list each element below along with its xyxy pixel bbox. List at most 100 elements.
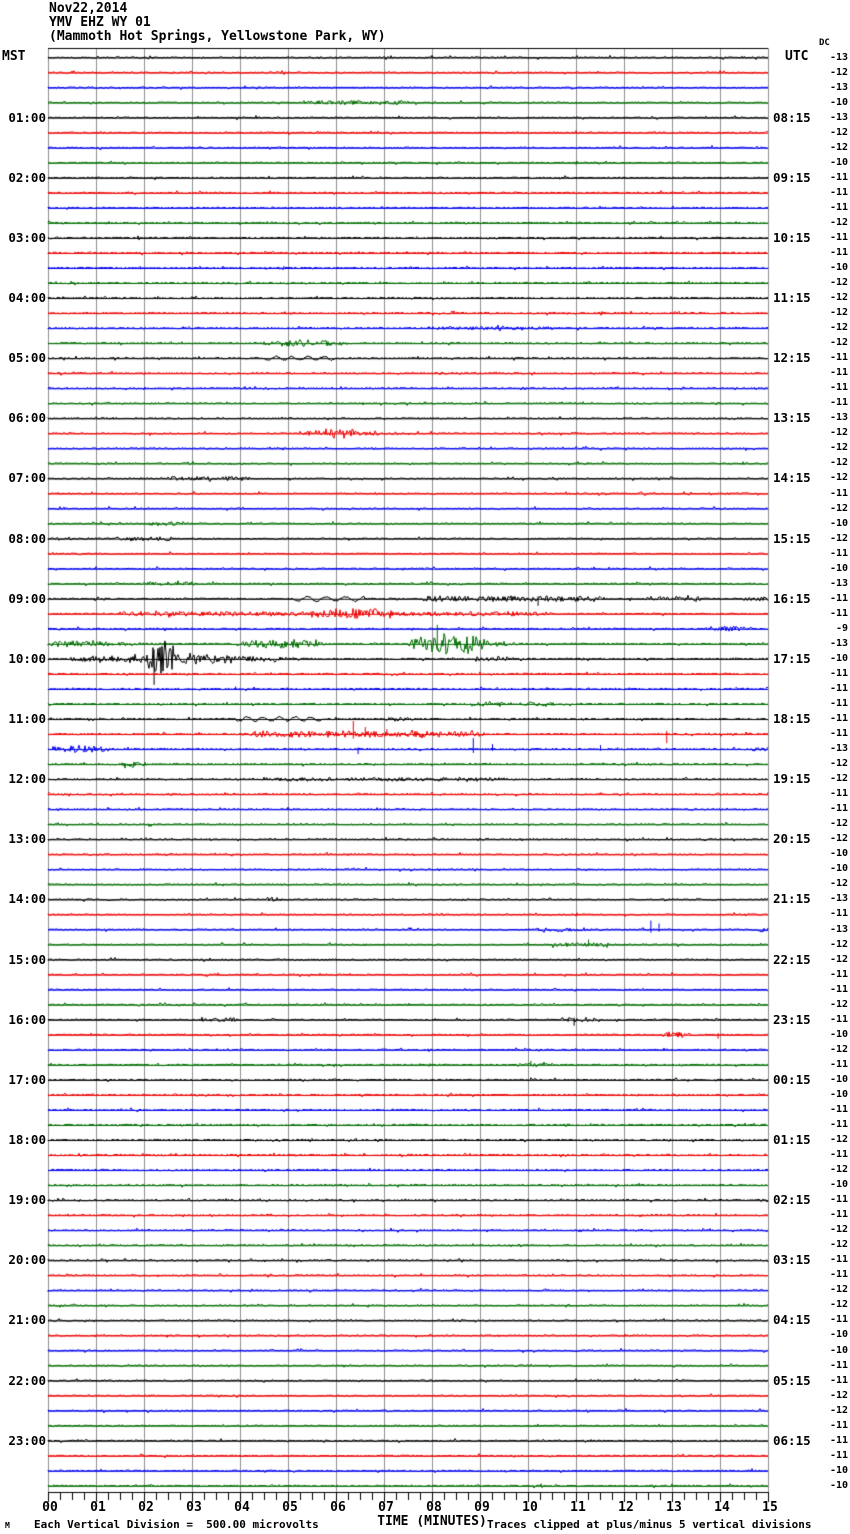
right-time-label: 16:15 bbox=[773, 590, 811, 606]
dc-offset-value: -10 bbox=[829, 1464, 848, 1476]
dc-offset-value: -11 bbox=[829, 1254, 848, 1266]
right-time-label: 13:15 bbox=[773, 410, 811, 426]
dc-offset-value: -10 bbox=[829, 562, 848, 574]
right-time-label: 00:15 bbox=[773, 1071, 811, 1087]
left-time-label: 05:00 bbox=[8, 350, 46, 366]
dc-offset-value: -11 bbox=[829, 713, 848, 725]
left-time-label: 13:00 bbox=[8, 831, 46, 847]
dc-offset-value: -11 bbox=[829, 1314, 848, 1326]
dc-offset-value: -13 bbox=[829, 51, 848, 63]
dc-offset-value: -12 bbox=[829, 277, 848, 289]
left-time-label: 20:00 bbox=[8, 1252, 46, 1268]
left-time-label: 21:00 bbox=[8, 1312, 46, 1328]
x-tick-label: 08 bbox=[426, 1500, 442, 1515]
x-tick-label: 15 bbox=[762, 1500, 778, 1515]
dc-offset-value: -12 bbox=[829, 1224, 848, 1236]
dc-offset-value: -12 bbox=[829, 773, 848, 785]
dc-offset-value: -11 bbox=[829, 1359, 848, 1371]
right-time-label: 09:15 bbox=[773, 169, 811, 185]
right-time-label: 04:15 bbox=[773, 1312, 811, 1328]
dc-offset-value: -11 bbox=[829, 352, 848, 364]
dc-offset-value: -12 bbox=[829, 833, 848, 845]
dc-offset-value: -12 bbox=[829, 472, 848, 484]
clip-note: Traces clipped at plus/minus 5 vertical … bbox=[487, 1518, 812, 1531]
left-time-label: 19:00 bbox=[8, 1192, 46, 1208]
right-time-label: 03:15 bbox=[773, 1252, 811, 1268]
left-time-label: 08:00 bbox=[8, 530, 46, 546]
dc-offset-value: -12 bbox=[829, 878, 848, 890]
x-tick-label: 11 bbox=[570, 1500, 586, 1515]
x-tick-label: 02 bbox=[138, 1500, 154, 1515]
header-date: Nov22,2014 bbox=[49, 1, 128, 16]
x-tick-label: 12 bbox=[618, 1500, 634, 1515]
right-time-label: 15:15 bbox=[773, 530, 811, 546]
left-time-label: 16:00 bbox=[8, 1011, 46, 1027]
dc-offset-value: -12 bbox=[829, 1134, 848, 1146]
dc-offset-value: -13 bbox=[829, 637, 848, 649]
dc-offset-value: -11 bbox=[829, 186, 848, 198]
dc-offset-value: -12 bbox=[829, 126, 848, 138]
dc-offset-value: -11 bbox=[829, 367, 848, 379]
dc-offset-value: -10 bbox=[829, 96, 848, 108]
dc-offset-value: -10 bbox=[829, 1329, 848, 1341]
header-station: YMV EHZ WY 01 bbox=[49, 15, 151, 30]
dc-offset-value: -12 bbox=[829, 427, 848, 439]
dc-offset-value: -10 bbox=[829, 863, 848, 875]
dc-offset-value: -11 bbox=[829, 397, 848, 409]
x-tick-label: 09 bbox=[474, 1500, 490, 1515]
dc-offset-value: -12 bbox=[829, 998, 848, 1010]
dc-offset-value: -11 bbox=[829, 1149, 848, 1161]
dc-offset-value: -11 bbox=[829, 1013, 848, 1025]
dc-offset-value: -11 bbox=[829, 201, 848, 213]
dc-offset-value: -12 bbox=[829, 141, 848, 153]
dc-offset-value: -12 bbox=[829, 216, 848, 228]
dc-offset-value: -11 bbox=[829, 1374, 848, 1386]
right-time-label: 18:15 bbox=[773, 711, 811, 727]
dc-offset-value: -10 bbox=[829, 1179, 848, 1191]
dc-offset-value: -11 bbox=[829, 1434, 848, 1446]
dc-offset-value: -12 bbox=[829, 1284, 848, 1296]
dc-offset-value: -11 bbox=[829, 1194, 848, 1206]
dc-offset-value: -11 bbox=[829, 231, 848, 243]
dc-offset-value: -11 bbox=[829, 1058, 848, 1070]
dc-offset-value: -11 bbox=[829, 803, 848, 815]
x-tick-label: 00 bbox=[42, 1500, 58, 1515]
dc-offset-value: -11 bbox=[829, 171, 848, 183]
x-tick-label: 10 bbox=[522, 1500, 538, 1515]
x-tick-label: 01 bbox=[90, 1500, 106, 1515]
dc-offset-value: -11 bbox=[829, 1103, 848, 1115]
right-time-label: 20:15 bbox=[773, 831, 811, 847]
right-time-label: 19:15 bbox=[773, 771, 811, 787]
dc-offset-value: -13 bbox=[829, 923, 848, 935]
left-time-label: 04:00 bbox=[8, 290, 46, 306]
left-time-label: 01:00 bbox=[8, 109, 46, 125]
right-time-label: 17:15 bbox=[773, 650, 811, 666]
dc-offset-value: -12 bbox=[829, 1299, 848, 1311]
left-time-label: 03:00 bbox=[8, 229, 46, 245]
dc-offset-value: -12 bbox=[829, 758, 848, 770]
dc-offset-value: -10 bbox=[829, 156, 848, 168]
left-time-label: 18:00 bbox=[8, 1132, 46, 1148]
dc-offset-value: -12 bbox=[829, 818, 848, 830]
right-timezone-label: UTC bbox=[785, 49, 809, 64]
dc-offset-value: -12 bbox=[829, 938, 848, 950]
dc-offset-value: -12 bbox=[829, 532, 848, 544]
dc-offset-value: -11 bbox=[829, 1419, 848, 1431]
dc-offset-value: -12 bbox=[829, 442, 848, 454]
dc-offset-value: -12 bbox=[829, 292, 848, 304]
dc-offset-value: -12 bbox=[829, 1164, 848, 1176]
dc-offset-value: -12 bbox=[829, 322, 848, 334]
right-time-label: 12:15 bbox=[773, 350, 811, 366]
left-time-label: 06:00 bbox=[8, 410, 46, 426]
left-time-label: 07:00 bbox=[8, 470, 46, 486]
dc-offset-value: -10 bbox=[829, 1088, 848, 1100]
dc-offset-value: -13 bbox=[829, 111, 848, 123]
left-time-label: 15:00 bbox=[8, 951, 46, 967]
dc-offset-value: -11 bbox=[829, 1209, 848, 1221]
dc-offset-value: -12 bbox=[829, 953, 848, 965]
dc-offset-value: -10 bbox=[829, 517, 848, 529]
right-time-label: 08:15 bbox=[773, 109, 811, 125]
x-tick-label: 13 bbox=[666, 1500, 682, 1515]
dc-offset-value: -12 bbox=[829, 1043, 848, 1055]
